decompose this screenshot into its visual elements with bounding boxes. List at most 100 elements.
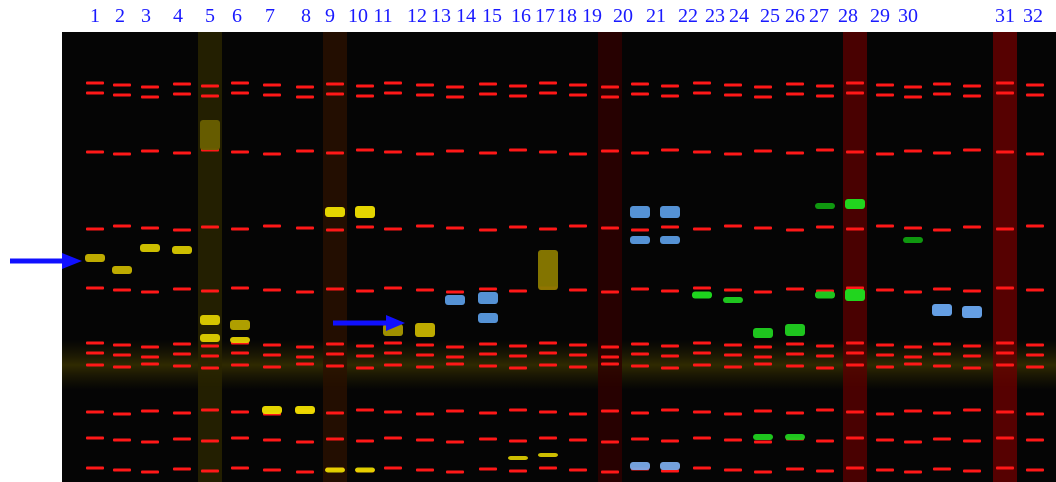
band: [538, 250, 558, 290]
band: [754, 96, 772, 99]
lane-label: 25: [760, 5, 780, 27]
band: [231, 92, 249, 95]
band: [326, 229, 344, 232]
band: [446, 471, 464, 474]
band: [86, 92, 104, 95]
gel-figure: 1234567891011121314151617181920212223242…: [0, 0, 1056, 482]
band: [786, 365, 804, 368]
band: [446, 363, 464, 366]
band: [140, 244, 160, 252]
band: [933, 353, 951, 356]
band: [996, 82, 1014, 85]
band: [816, 409, 834, 412]
band: [754, 356, 772, 359]
band: [509, 440, 527, 443]
band: [569, 84, 587, 87]
band: [201, 85, 219, 88]
band: [384, 92, 402, 95]
band: [446, 227, 464, 230]
band: [200, 334, 220, 342]
band: [601, 291, 619, 294]
band: [479, 343, 497, 346]
band: [933, 438, 951, 441]
band: [509, 355, 527, 358]
band: [996, 364, 1014, 367]
band: [141, 291, 159, 294]
band: [693, 228, 711, 231]
band: [724, 354, 742, 357]
band: [904, 356, 922, 359]
band: [416, 153, 434, 156]
band: [356, 440, 374, 443]
band: [996, 342, 1014, 345]
lane-label: 11: [373, 5, 392, 27]
band: [846, 228, 864, 231]
band: [723, 297, 743, 303]
band: [173, 438, 191, 441]
band: [601, 346, 619, 349]
band: [876, 84, 894, 87]
band: [539, 352, 557, 355]
band: [446, 96, 464, 99]
band: [86, 437, 104, 440]
band: [113, 225, 131, 228]
band: [231, 364, 249, 367]
band: [903, 237, 923, 243]
band: [384, 228, 402, 231]
band: [113, 366, 131, 369]
band: [630, 206, 650, 218]
band: [201, 95, 219, 98]
band: [601, 96, 619, 99]
band: [601, 441, 619, 444]
band: [416, 84, 434, 87]
band: [569, 225, 587, 228]
band: [416, 413, 434, 416]
band: [724, 366, 742, 369]
band: [933, 468, 951, 471]
band: [876, 354, 894, 357]
band: [786, 83, 804, 86]
band: [661, 226, 679, 229]
band: [904, 346, 922, 349]
band: [141, 346, 159, 349]
band: [296, 150, 314, 153]
band: [479, 93, 497, 96]
band: [326, 288, 344, 291]
band: [201, 226, 219, 229]
band: [86, 342, 104, 345]
lane-label: 21: [646, 5, 666, 27]
band: [539, 92, 557, 95]
band: [326, 152, 344, 155]
band: [201, 470, 219, 473]
band: [904, 441, 922, 444]
band: [173, 353, 191, 356]
band: [846, 342, 864, 345]
band: [661, 440, 679, 443]
band: [263, 354, 281, 357]
band: [446, 356, 464, 359]
lane-label: 16: [511, 5, 531, 27]
band: [846, 352, 864, 355]
page: 1234567891011121314151617181920212223242…: [0, 0, 1056, 482]
band: [356, 290, 374, 293]
band: [876, 366, 894, 369]
band: [933, 365, 951, 368]
band: [754, 441, 772, 444]
lane-label: 7: [265, 5, 275, 27]
band: [384, 364, 402, 367]
band: [478, 313, 498, 323]
band: [263, 153, 281, 156]
band: [113, 413, 131, 416]
band: [296, 356, 314, 359]
band: [539, 342, 557, 345]
band: [753, 328, 773, 338]
band: [173, 365, 191, 368]
band: [569, 344, 587, 347]
band: [724, 225, 742, 228]
band: [601, 150, 619, 153]
band: [904, 86, 922, 89]
band: [631, 93, 649, 96]
band: [876, 439, 894, 442]
band: [86, 352, 104, 355]
band: [876, 344, 894, 347]
